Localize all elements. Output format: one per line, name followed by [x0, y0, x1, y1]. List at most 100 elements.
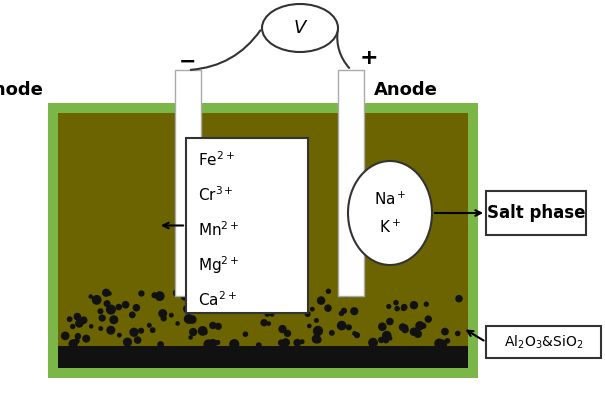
Circle shape — [315, 337, 321, 343]
Circle shape — [174, 290, 180, 296]
Circle shape — [152, 293, 157, 298]
Circle shape — [93, 296, 101, 304]
Circle shape — [210, 293, 217, 299]
Circle shape — [342, 288, 351, 297]
Circle shape — [265, 312, 269, 316]
Circle shape — [90, 325, 93, 328]
Circle shape — [148, 324, 151, 327]
Bar — [486, 326, 601, 358]
Ellipse shape — [262, 4, 338, 52]
Circle shape — [83, 335, 90, 342]
Text: V: V — [294, 19, 306, 37]
Text: Fe$^{2+}$: Fe$^{2+}$ — [198, 150, 235, 169]
Circle shape — [279, 326, 286, 333]
Circle shape — [379, 323, 386, 330]
Circle shape — [184, 305, 191, 312]
Text: Cr$^{3+}$: Cr$^{3+}$ — [198, 186, 234, 204]
Circle shape — [387, 305, 391, 308]
Circle shape — [402, 305, 407, 310]
Circle shape — [277, 297, 286, 306]
Text: Ca$^{2+}$: Ca$^{2+}$ — [198, 291, 237, 309]
Circle shape — [353, 332, 356, 335]
Circle shape — [185, 315, 193, 323]
Circle shape — [442, 328, 448, 335]
Circle shape — [204, 340, 213, 349]
Circle shape — [139, 291, 144, 296]
Circle shape — [379, 337, 384, 343]
Circle shape — [330, 331, 334, 335]
Circle shape — [435, 339, 443, 348]
Circle shape — [189, 316, 196, 323]
Circle shape — [74, 314, 80, 320]
Circle shape — [76, 320, 83, 327]
Bar — [58, 346, 468, 368]
Circle shape — [420, 323, 426, 328]
Bar — [338, 70, 364, 296]
Bar — [48, 103, 478, 378]
Circle shape — [282, 339, 289, 346]
Circle shape — [158, 342, 163, 347]
Circle shape — [69, 340, 77, 348]
Circle shape — [388, 337, 391, 340]
Circle shape — [169, 313, 173, 317]
Circle shape — [215, 302, 223, 310]
Circle shape — [98, 309, 103, 314]
Circle shape — [230, 340, 238, 348]
Circle shape — [204, 331, 207, 334]
Circle shape — [89, 295, 93, 298]
Circle shape — [104, 301, 110, 307]
Circle shape — [318, 297, 325, 304]
Circle shape — [313, 327, 322, 335]
Circle shape — [456, 331, 460, 335]
Circle shape — [110, 316, 117, 324]
Circle shape — [155, 292, 164, 300]
Circle shape — [195, 293, 204, 301]
Circle shape — [71, 324, 75, 329]
Circle shape — [288, 293, 295, 300]
Circle shape — [456, 296, 462, 302]
Text: Mn$^{2+}$: Mn$^{2+}$ — [198, 221, 240, 239]
Circle shape — [116, 305, 122, 310]
Circle shape — [327, 289, 330, 293]
Circle shape — [338, 322, 346, 330]
Circle shape — [80, 317, 87, 324]
Circle shape — [243, 332, 247, 336]
Circle shape — [189, 336, 192, 339]
Circle shape — [62, 332, 69, 339]
Circle shape — [369, 339, 378, 347]
Circle shape — [304, 299, 308, 302]
Circle shape — [416, 322, 424, 329]
Circle shape — [310, 308, 314, 311]
Text: K$^+$: K$^+$ — [379, 218, 401, 236]
Circle shape — [266, 305, 273, 313]
Circle shape — [301, 340, 304, 343]
Text: Al$_2$O$_3$&SiO$_2$: Al$_2$O$_3$&SiO$_2$ — [504, 333, 583, 351]
Circle shape — [384, 338, 388, 343]
Circle shape — [117, 333, 121, 337]
Circle shape — [262, 291, 266, 296]
Circle shape — [325, 305, 331, 311]
Circle shape — [134, 337, 141, 343]
Bar — [175, 70, 201, 296]
Circle shape — [410, 328, 417, 335]
Circle shape — [414, 331, 421, 337]
Circle shape — [207, 287, 215, 296]
Circle shape — [410, 302, 417, 308]
Circle shape — [445, 339, 450, 343]
Circle shape — [424, 302, 428, 306]
Bar — [186, 138, 308, 313]
Text: Na$^+$: Na$^+$ — [374, 190, 407, 208]
Circle shape — [108, 292, 111, 295]
Circle shape — [425, 316, 431, 322]
Circle shape — [198, 327, 207, 335]
Circle shape — [232, 304, 239, 310]
Circle shape — [387, 318, 393, 325]
Circle shape — [395, 307, 399, 311]
Circle shape — [382, 331, 391, 340]
Circle shape — [162, 316, 166, 321]
Circle shape — [103, 289, 110, 296]
Text: Cathode: Cathode — [0, 81, 43, 99]
Text: −: − — [179, 52, 197, 72]
Circle shape — [215, 324, 221, 329]
Circle shape — [339, 312, 344, 316]
